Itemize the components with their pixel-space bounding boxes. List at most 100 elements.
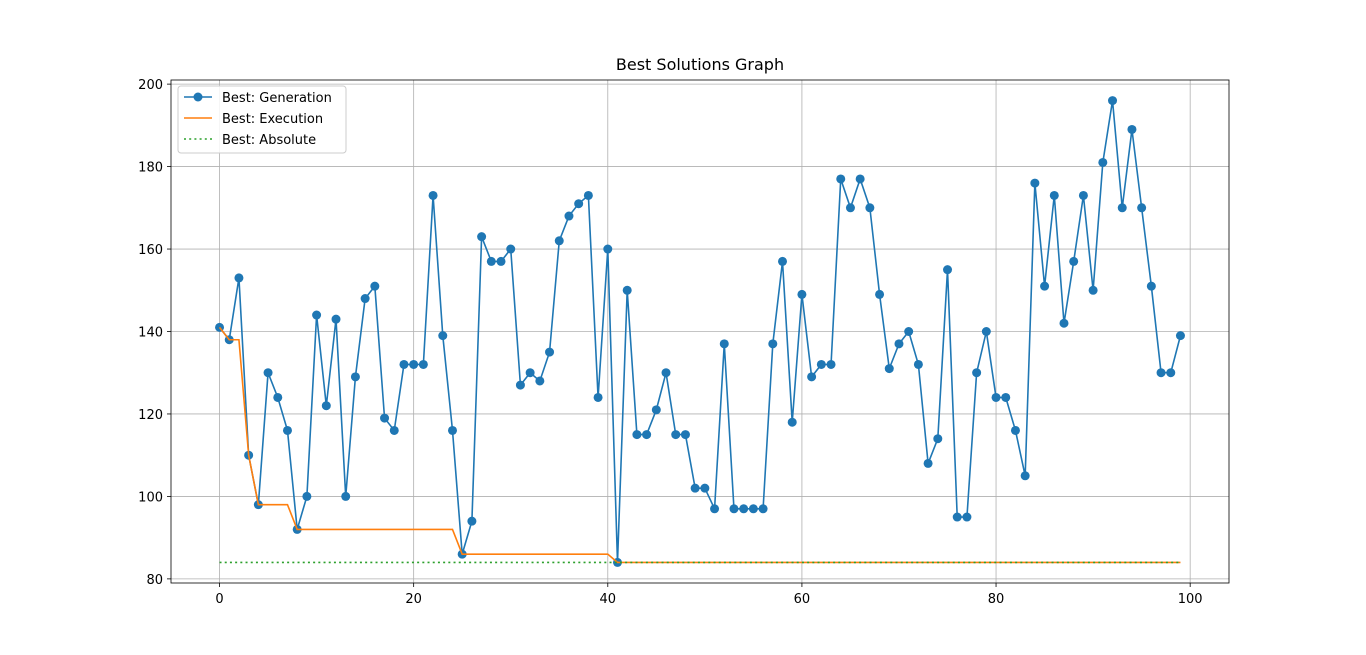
- data-point: [545, 347, 555, 357]
- data-point: [739, 504, 749, 514]
- data-point: [836, 174, 846, 184]
- series-line: [218, 100, 1182, 563]
- data-point: [671, 430, 681, 440]
- y-tick-label: 120: [138, 408, 163, 423]
- data-point: [467, 516, 477, 526]
- data-point: [273, 392, 283, 402]
- y-tick-label: 140: [138, 326, 163, 341]
- grid: [171, 80, 1229, 583]
- data-point: [991, 392, 1001, 402]
- data-point: [1040, 281, 1050, 291]
- data-point: [506, 244, 516, 254]
- data-point: [807, 372, 817, 382]
- data-point: [447, 425, 457, 435]
- data-point: [477, 232, 487, 242]
- data-point: [321, 401, 331, 411]
- data-point: [913, 359, 923, 369]
- data-point: [399, 359, 409, 369]
- data-point: [1108, 96, 1118, 106]
- data-point: [341, 491, 351, 501]
- data-point: [884, 364, 894, 374]
- data-point: [574, 199, 584, 209]
- data-point: [603, 244, 613, 254]
- legend-label: Best: Generation: [222, 91, 332, 106]
- data-point: [583, 190, 593, 200]
- data-point: [1098, 157, 1108, 167]
- x-tick-label: 20: [405, 592, 422, 607]
- data-point: [651, 405, 661, 415]
- x-tick-label: 80: [988, 592, 1005, 607]
- data-point: [1166, 368, 1176, 378]
- legend-box: [177, 85, 347, 154]
- data-point: [748, 504, 758, 514]
- data-point: [632, 430, 642, 440]
- data-point: [370, 281, 380, 291]
- data-point: [1146, 281, 1156, 291]
- data-point: [1175, 331, 1185, 341]
- data-point: [350, 372, 360, 382]
- data-point: [263, 368, 273, 378]
- y-tick-label: 180: [138, 161, 163, 176]
- data-point: [923, 458, 933, 468]
- x-tick-label: 60: [794, 592, 811, 607]
- data-point: [875, 289, 885, 299]
- data-point: [593, 392, 603, 402]
- y-tick-label: 200: [138, 78, 163, 93]
- data-point: [1127, 124, 1137, 134]
- data-point: [418, 359, 428, 369]
- data-point: [1049, 190, 1059, 200]
- chart-title: Best Solutions Graph: [616, 55, 784, 74]
- data-point: [1156, 368, 1166, 378]
- data-point: [904, 327, 914, 336]
- data-point: [234, 273, 244, 283]
- data-point: [525, 368, 535, 378]
- data-point: [680, 430, 690, 440]
- data-point: [564, 211, 574, 221]
- data-point: [554, 236, 564, 246]
- data-point: [515, 380, 525, 390]
- data-point: [845, 203, 855, 213]
- data-point: [787, 417, 797, 427]
- data-point: [758, 504, 768, 514]
- data-point: [1069, 256, 1079, 266]
- data-point: [1020, 471, 1030, 481]
- y-tick-label: 160: [138, 243, 163, 258]
- axes: 0 20 40 60 80 100 80 100 120 140 160 180 200: [138, 78, 1230, 607]
- data-point: [865, 203, 875, 213]
- data-point: [778, 256, 788, 266]
- series-layer: [215, 96, 1185, 567]
- data-point: [1001, 392, 1011, 402]
- data-point: [1137, 203, 1147, 213]
- data-point: [642, 430, 652, 440]
- series-0: [215, 96, 1185, 567]
- data-point: [496, 256, 506, 266]
- data-point: [1117, 203, 1127, 213]
- data-point: [700, 483, 710, 493]
- data-point: [962, 512, 972, 522]
- series-line: [218, 326, 1181, 564]
- data-point: [952, 512, 962, 522]
- data-point: [486, 256, 496, 266]
- data-point: [826, 359, 836, 369]
- data-point: [1010, 425, 1020, 435]
- legend-marker: [193, 92, 203, 102]
- data-point: [1078, 190, 1088, 200]
- data-point: [331, 314, 341, 324]
- y-tick-label: 100: [138, 490, 163, 505]
- x-tick-label: 0: [215, 592, 223, 607]
- x-tick-label: 40: [600, 592, 617, 607]
- data-point: [933, 434, 943, 444]
- legend: Best: Generation Best: Execution Best: Abs…: [177, 85, 347, 154]
- data-point: [1088, 285, 1098, 295]
- data-point: [729, 504, 739, 514]
- data-point: [535, 376, 545, 386]
- y-tick-label: 80: [146, 573, 163, 588]
- data-point: [943, 265, 953, 275]
- data-point: [312, 310, 322, 320]
- data-point: [438, 331, 448, 341]
- data-point: [409, 359, 419, 369]
- data-point: [855, 174, 865, 184]
- data-point: [816, 359, 826, 369]
